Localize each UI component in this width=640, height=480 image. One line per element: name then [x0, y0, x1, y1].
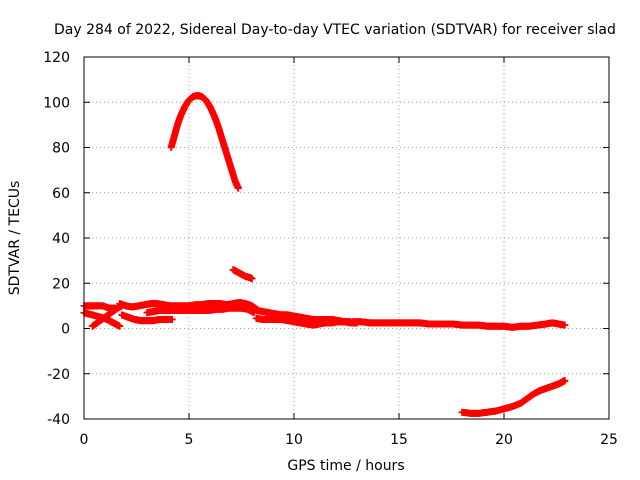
y-tick-label: 80 [52, 141, 70, 157]
series-arc-low [458, 377, 569, 417]
y-tick-label: 100 [43, 95, 70, 111]
y-axis-label: SDTVAR / TECUs [7, 181, 23, 296]
x-tick-label: 20 [495, 432, 513, 448]
series-arc-decay-low [252, 314, 355, 329]
plot-frame [83, 56, 610, 420]
data-point [248, 275, 256, 283]
y-tick-label: 0 [61, 322, 70, 338]
y-tick-label: 120 [43, 50, 70, 66]
x-axis-label: GPS time / hours [287, 458, 404, 474]
data-point [561, 321, 569, 329]
x-tick-label: 15 [390, 432, 408, 448]
y-tick-label: 60 [52, 186, 70, 202]
series-arc-mid [229, 266, 256, 283]
y-tick-label: 40 [52, 231, 70, 247]
series-arc-high [167, 91, 242, 192]
chart-title: Day 284 of 2022, Sidereal Day-to-day VTE… [54, 22, 616, 38]
data-points [80, 91, 569, 417]
x-tick-label: 10 [285, 432, 303, 448]
data-point [561, 377, 569, 385]
x-tick-label: 5 [185, 432, 194, 448]
data-point [116, 322, 124, 330]
x-tick-label: 25 [600, 432, 618, 448]
x-tick-label: 0 [80, 432, 89, 448]
axis-ticks: 0 5 10 15 20 25 -40 -20 0 20 40 60 80 100 120 [43, 50, 618, 448]
y-tick-label: 20 [52, 276, 70, 292]
grid-lines [84, 57, 609, 419]
series-arc-early-d [118, 311, 176, 325]
data-point [234, 184, 242, 192]
series-arc-early-c [88, 302, 126, 330]
series-arc-mid-baseline [349, 318, 569, 331]
y-tick-label: -40 [47, 412, 70, 428]
y-tick-label: -20 [47, 367, 70, 383]
series-arc-band-lower [143, 304, 258, 317]
data-point [168, 315, 176, 323]
